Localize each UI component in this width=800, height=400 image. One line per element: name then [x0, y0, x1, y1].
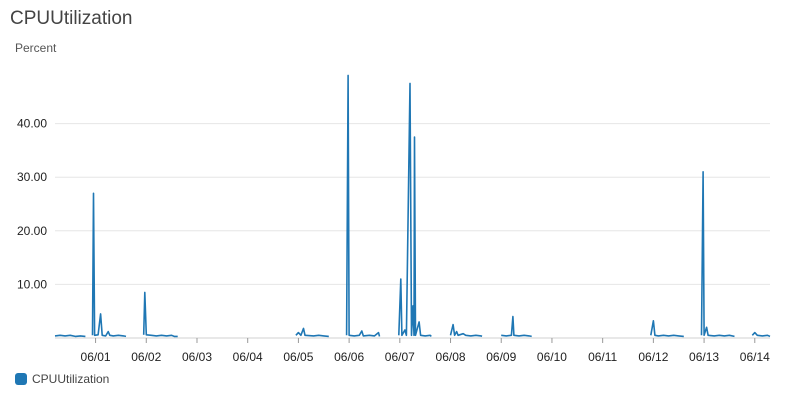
x-tick-label: 06/13: [689, 350, 719, 364]
x-axis-ticks: 06/01 06/02 06/03 06/04 06/05 06/06 06/07 06/08…: [81, 338, 770, 364]
x-tick-label: 06/05: [283, 350, 313, 364]
y-tick-label: 20.00: [17, 224, 47, 238]
x-tick-label: 06/11: [588, 350, 617, 364]
x-tick-label: 06/14: [740, 350, 770, 364]
x-tick-label: 06/02: [131, 350, 161, 364]
y-axis-ticks: 10.00 20.00 30.00 40.00: [17, 117, 47, 292]
series-line-segment: [91, 192, 127, 338]
x-tick-label: 06/04: [233, 350, 263, 364]
series-line-segment: [345, 74, 381, 337]
series-line-segment: [142, 291, 178, 338]
legend-label: CPUUtilization: [32, 372, 110, 386]
chart-title: CPUUtilization: [10, 8, 133, 29]
y-tick-label: 10.00: [17, 277, 47, 291]
series-line-segment: [54, 334, 86, 338]
x-tick-label: 06/03: [182, 350, 212, 364]
series-line-segment: [751, 331, 771, 338]
series-lines: [54, 74, 771, 338]
x-tick-label: 06/08: [436, 350, 466, 364]
series-line-segment: [295, 327, 329, 338]
y-tick-label: 30.00: [17, 170, 47, 184]
y-axis-label: Percent: [15, 41, 57, 55]
series-line-segment: [501, 315, 532, 338]
legend-swatch: [15, 373, 27, 385]
series-line-segment: [398, 82, 432, 337]
x-tick-label: 06/01: [81, 350, 111, 364]
x-tick-label: 06/09: [486, 350, 516, 364]
x-tick-label: 06/12: [638, 350, 668, 364]
series-line-segment: [449, 323, 483, 338]
series-line-segment: [650, 319, 684, 338]
legend[interactable]: CPUUtilization: [15, 372, 109, 386]
x-tick-label: 06/10: [537, 350, 567, 364]
series-line-segment: [700, 171, 735, 338]
x-tick-label: 06/07: [385, 350, 415, 364]
x-tick-label: 06/06: [334, 350, 364, 364]
gridlines: [55, 123, 770, 339]
y-tick-label: 40.00: [17, 117, 47, 131]
